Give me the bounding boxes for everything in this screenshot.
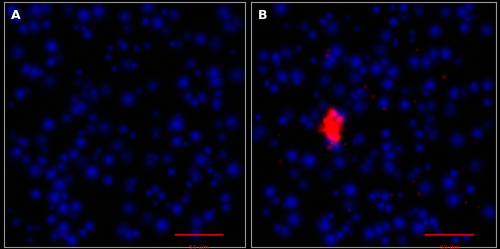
- Text: 50 μm: 50 μm: [440, 245, 460, 249]
- Text: A: A: [11, 9, 21, 22]
- Text: 50 μm: 50 μm: [190, 245, 209, 249]
- Text: B: B: [258, 9, 268, 22]
